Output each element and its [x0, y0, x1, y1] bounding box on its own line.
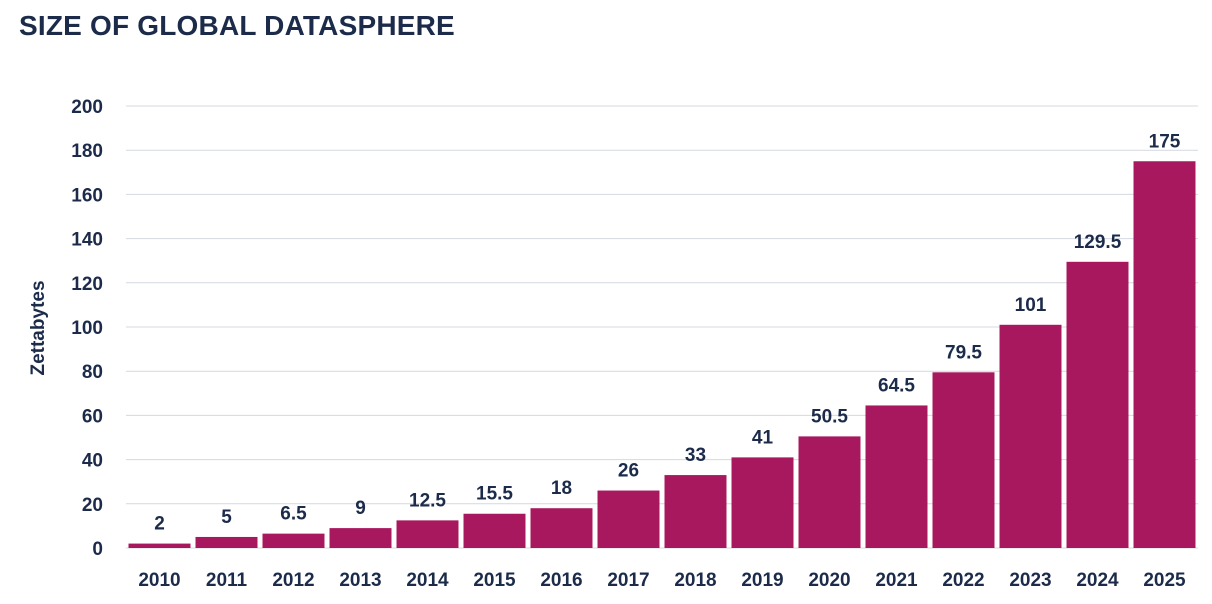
- y-tick-label: 120: [71, 274, 103, 295]
- data-label-2011: 5: [221, 507, 232, 528]
- data-label-2023: 101: [1015, 295, 1047, 316]
- y-tick-label: 80: [82, 362, 103, 383]
- data-label-2010: 2: [154, 514, 165, 535]
- x-tick-label-2022: 2022: [942, 570, 984, 591]
- bar-2020: [798, 436, 861, 548]
- x-tick-label-2014: 2014: [406, 570, 449, 591]
- bar-2017: [597, 490, 660, 548]
- y-tick-label: 160: [71, 185, 103, 206]
- bar-2011: [195, 536, 258, 548]
- x-tick-label-2020: 2020: [808, 570, 850, 591]
- x-tick-label-2010: 2010: [138, 570, 180, 591]
- y-tick-label: 200: [71, 97, 103, 118]
- bar-2018: [664, 475, 727, 548]
- x-tick-label-2015: 2015: [473, 570, 516, 591]
- bar-2022: [932, 372, 995, 548]
- y-tick-label: 180: [71, 141, 103, 162]
- y-tick-label: 100: [71, 318, 103, 339]
- bar-2025: [1133, 161, 1196, 548]
- x-tick-label-2021: 2021: [875, 570, 918, 591]
- bars: [128, 161, 1196, 548]
- bar-2023: [999, 324, 1062, 548]
- x-tick-label-2011: 2011: [206, 570, 248, 591]
- bar-2021: [865, 405, 928, 548]
- y-tick-label: 0: [92, 539, 103, 560]
- data-label-2013: 9: [355, 498, 366, 519]
- x-tick-label-2025: 2025: [1143, 570, 1186, 591]
- data-label-2016: 18: [551, 478, 572, 499]
- x-tick-label-2016: 2016: [540, 570, 582, 591]
- bar-2024: [1066, 261, 1129, 548]
- x-tick-label-2013: 2013: [339, 570, 381, 591]
- bar-2014: [396, 520, 459, 548]
- data-label-2025: 175: [1149, 131, 1181, 152]
- bar-2012: [262, 533, 325, 548]
- x-tick-label-2023: 2023: [1009, 570, 1051, 591]
- bar-2016: [530, 508, 593, 548]
- gridlines: [126, 105, 1198, 549]
- x-tick-label-2017: 2017: [607, 570, 649, 591]
- data-label-2022: 79.5: [945, 342, 982, 363]
- x-tick-label-2018: 2018: [674, 570, 716, 591]
- y-tick-label: 40: [82, 451, 103, 472]
- y-axis-tick-labels: 0 20 40 60 80 100 120 140 160 180 200: [71, 97, 103, 560]
- data-label-2014: 12.5: [409, 490, 446, 511]
- data-label-2012: 6.5: [280, 504, 307, 525]
- x-tick-label-2024: 2024: [1076, 570, 1119, 591]
- bar-2010: [128, 543, 191, 548]
- data-label-2020: 50.5: [811, 406, 848, 427]
- data-labels: 2 5 6.5 9 12.5 15.5 18 26 33 41 50.5 64.5 79.5 101 129…: [154, 131, 1181, 534]
- bar-2019: [731, 457, 794, 548]
- data-label-2019: 41: [752, 427, 774, 448]
- y-axis-title: Zettabytes: [28, 280, 49, 375]
- x-tick-label-2019: 2019: [741, 570, 783, 591]
- y-tick-label: 140: [71, 230, 103, 251]
- data-label-2018: 33: [685, 445, 706, 466]
- chart-title: SIZE OF GLOBAL DATASPHERE: [19, 10, 455, 41]
- y-tick-label: 60: [82, 406, 103, 427]
- bar-2013: [329, 528, 392, 548]
- y-tick-label: 20: [82, 495, 103, 516]
- data-label-2015: 15.5: [476, 484, 513, 505]
- bar-2015: [463, 513, 526, 548]
- data-label-2024: 129.5: [1074, 232, 1122, 253]
- x-tick-label-2012: 2012: [272, 570, 314, 591]
- data-label-2017: 26: [618, 461, 639, 482]
- x-axis-tick-labels: 2010 2011 2012 2013 2014 2015 2016 2017 2018 2019…: [138, 570, 1186, 591]
- data-label-2021: 64.5: [878, 375, 915, 396]
